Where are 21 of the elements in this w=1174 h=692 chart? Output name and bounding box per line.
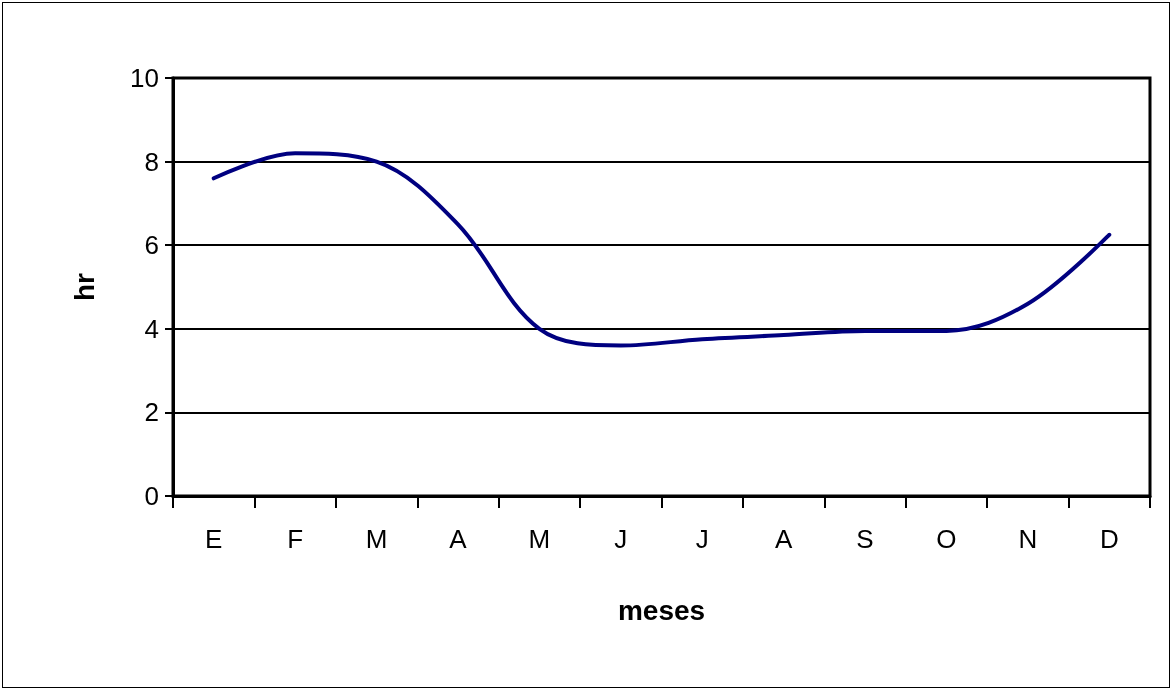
x-tick-label: O — [936, 524, 957, 554]
x-tick-label: S — [856, 524, 874, 554]
x-tick-label: E — [205, 524, 223, 554]
x-tick-label: A — [449, 524, 468, 554]
y-tick-label: 4 — [144, 313, 159, 344]
y-tick-label: 10 — [130, 63, 159, 93]
y-tick-label: 0 — [144, 481, 159, 511]
x-tick-label: M — [528, 524, 551, 554]
x-tick-label: D — [1099, 524, 1119, 554]
line-series — [211, 151, 1112, 348]
x-tick-label: A — [774, 524, 793, 554]
x-tick-label: J — [614, 524, 628, 554]
y-tick-label: 2 — [144, 397, 159, 428]
x-tick-label: N — [1018, 524, 1038, 554]
y-tick-label: 6 — [144, 230, 159, 261]
x-tick-label: J — [695, 524, 709, 554]
y-tick-label: 8 — [144, 146, 159, 177]
x-axis-title: meses — [617, 594, 706, 626]
x-tick-label: M — [365, 524, 388, 554]
x-tick-label: F — [287, 524, 304, 554]
y-axis-title: hr — [68, 272, 100, 301]
